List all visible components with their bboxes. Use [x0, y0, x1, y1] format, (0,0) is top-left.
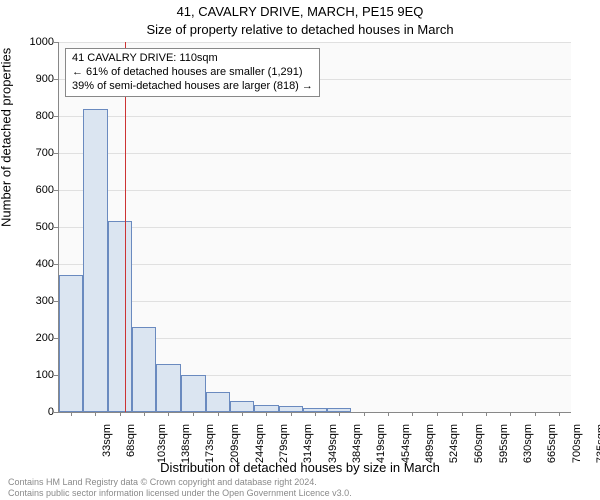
histogram-bar [108, 221, 132, 412]
footer-line2: Contains public sector information licen… [8, 488, 352, 498]
histogram-bar [206, 392, 230, 412]
main-title: 41, CAVALRY DRIVE, MARCH, PE15 9EQ [0, 4, 600, 19]
x-tick-label: 524sqm [448, 424, 460, 463]
x-tick-mark [144, 412, 145, 416]
gridline [59, 264, 571, 265]
annotation-box: 41 CAVALRY DRIVE: 110sqm← 61% of detache… [65, 48, 320, 97]
gridline [59, 153, 571, 154]
x-tick-mark [559, 412, 560, 416]
x-tick-label: 454sqm [400, 424, 412, 463]
y-tick-label: 700 [14, 147, 54, 159]
gridline [59, 190, 571, 191]
y-tick-mark [54, 79, 58, 80]
x-tick-label: 244sqm [254, 424, 266, 463]
x-tick-mark [462, 412, 463, 416]
y-tick-label: 1000 [14, 36, 54, 48]
histogram-bar [156, 364, 180, 412]
y-tick-mark [54, 338, 58, 339]
y-tick-label: 100 [14, 369, 54, 381]
x-tick-mark [535, 412, 536, 416]
y-tick-label: 300 [14, 295, 54, 307]
x-tick-mark [266, 412, 267, 416]
x-tick-mark [364, 412, 365, 416]
y-tick-mark [54, 227, 58, 228]
x-tick-mark [339, 412, 340, 416]
x-tick-mark [486, 412, 487, 416]
gridline [59, 301, 571, 302]
x-tick-label: 384sqm [351, 424, 363, 463]
histogram-bar [254, 405, 278, 412]
footer-text: Contains HM Land Registry data © Crown c… [8, 477, 352, 498]
y-tick-label: 200 [14, 332, 54, 344]
chart-container: 41, CAVALRY DRIVE, MARCH, PE15 9EQ Size … [0, 0, 600, 500]
y-tick-mark [54, 264, 58, 265]
gridline [59, 116, 571, 117]
histogram-bar [59, 275, 83, 412]
annotation-line3: 39% of semi-detached houses are larger (… [72, 80, 313, 94]
x-tick-label: 630sqm [522, 424, 534, 463]
x-tick-label: 665sqm [546, 424, 558, 463]
histogram-bar [181, 375, 205, 412]
histogram-bar [83, 109, 107, 412]
x-tick-mark [120, 412, 121, 416]
x-tick-label: 314sqm [303, 424, 315, 463]
x-tick-label: 138sqm [180, 424, 192, 463]
y-tick-mark [54, 375, 58, 376]
y-tick-label: 600 [14, 184, 54, 196]
y-tick-label: 800 [14, 110, 54, 122]
y-tick-label: 500 [14, 221, 54, 233]
gridline [59, 227, 571, 228]
x-tick-label: 489sqm [424, 424, 436, 463]
x-tick-mark [291, 412, 292, 416]
y-tick-mark [54, 412, 58, 413]
x-tick-label: 103sqm [156, 424, 168, 463]
x-tick-label: 700sqm [571, 424, 583, 463]
x-tick-label: 595sqm [498, 424, 510, 463]
plot-area: 41 CAVALRY DRIVE: 110sqm← 61% of detache… [58, 42, 571, 413]
histogram-bar [132, 327, 156, 412]
x-tick-mark [315, 412, 316, 416]
annotation-line2: ← 61% of detached houses are smaller (1,… [72, 66, 313, 80]
x-tick-label: 349sqm [327, 424, 339, 463]
gridline [59, 42, 571, 43]
x-tick-label: 209sqm [230, 424, 242, 463]
x-tick-mark [168, 412, 169, 416]
x-tick-mark [388, 412, 389, 416]
x-tick-label: 735sqm [595, 424, 600, 463]
y-tick-label: 0 [14, 406, 54, 418]
x-tick-mark [71, 412, 72, 416]
x-tick-label: 68sqm [126, 424, 138, 457]
marker-line [125, 42, 126, 412]
y-tick-label: 400 [14, 258, 54, 270]
x-tick-label: 33sqm [101, 424, 113, 457]
y-tick-mark [54, 42, 58, 43]
x-tick-mark [437, 412, 438, 416]
y-tick-mark [54, 301, 58, 302]
annotation-line1: 41 CAVALRY DRIVE: 110sqm [72, 52, 313, 66]
x-tick-label: 560sqm [473, 424, 485, 463]
y-tick-mark [54, 116, 58, 117]
x-tick-mark [218, 412, 219, 416]
x-tick-mark [510, 412, 511, 416]
y-tick-label: 900 [14, 73, 54, 85]
y-tick-mark [54, 153, 58, 154]
y-axis-label: Number of detached properties [0, 48, 14, 227]
footer-line1: Contains HM Land Registry data © Crown c… [8, 477, 352, 487]
x-tick-mark [193, 412, 194, 416]
histogram-bar [230, 401, 254, 412]
x-tick-label: 279sqm [278, 424, 290, 463]
x-tick-mark [95, 412, 96, 416]
sub-title: Size of property relative to detached ho… [0, 22, 600, 37]
x-tick-mark [242, 412, 243, 416]
x-tick-mark [412, 412, 413, 416]
x-tick-label: 173sqm [205, 424, 217, 463]
y-tick-mark [54, 190, 58, 191]
x-tick-label: 419sqm [375, 424, 387, 463]
